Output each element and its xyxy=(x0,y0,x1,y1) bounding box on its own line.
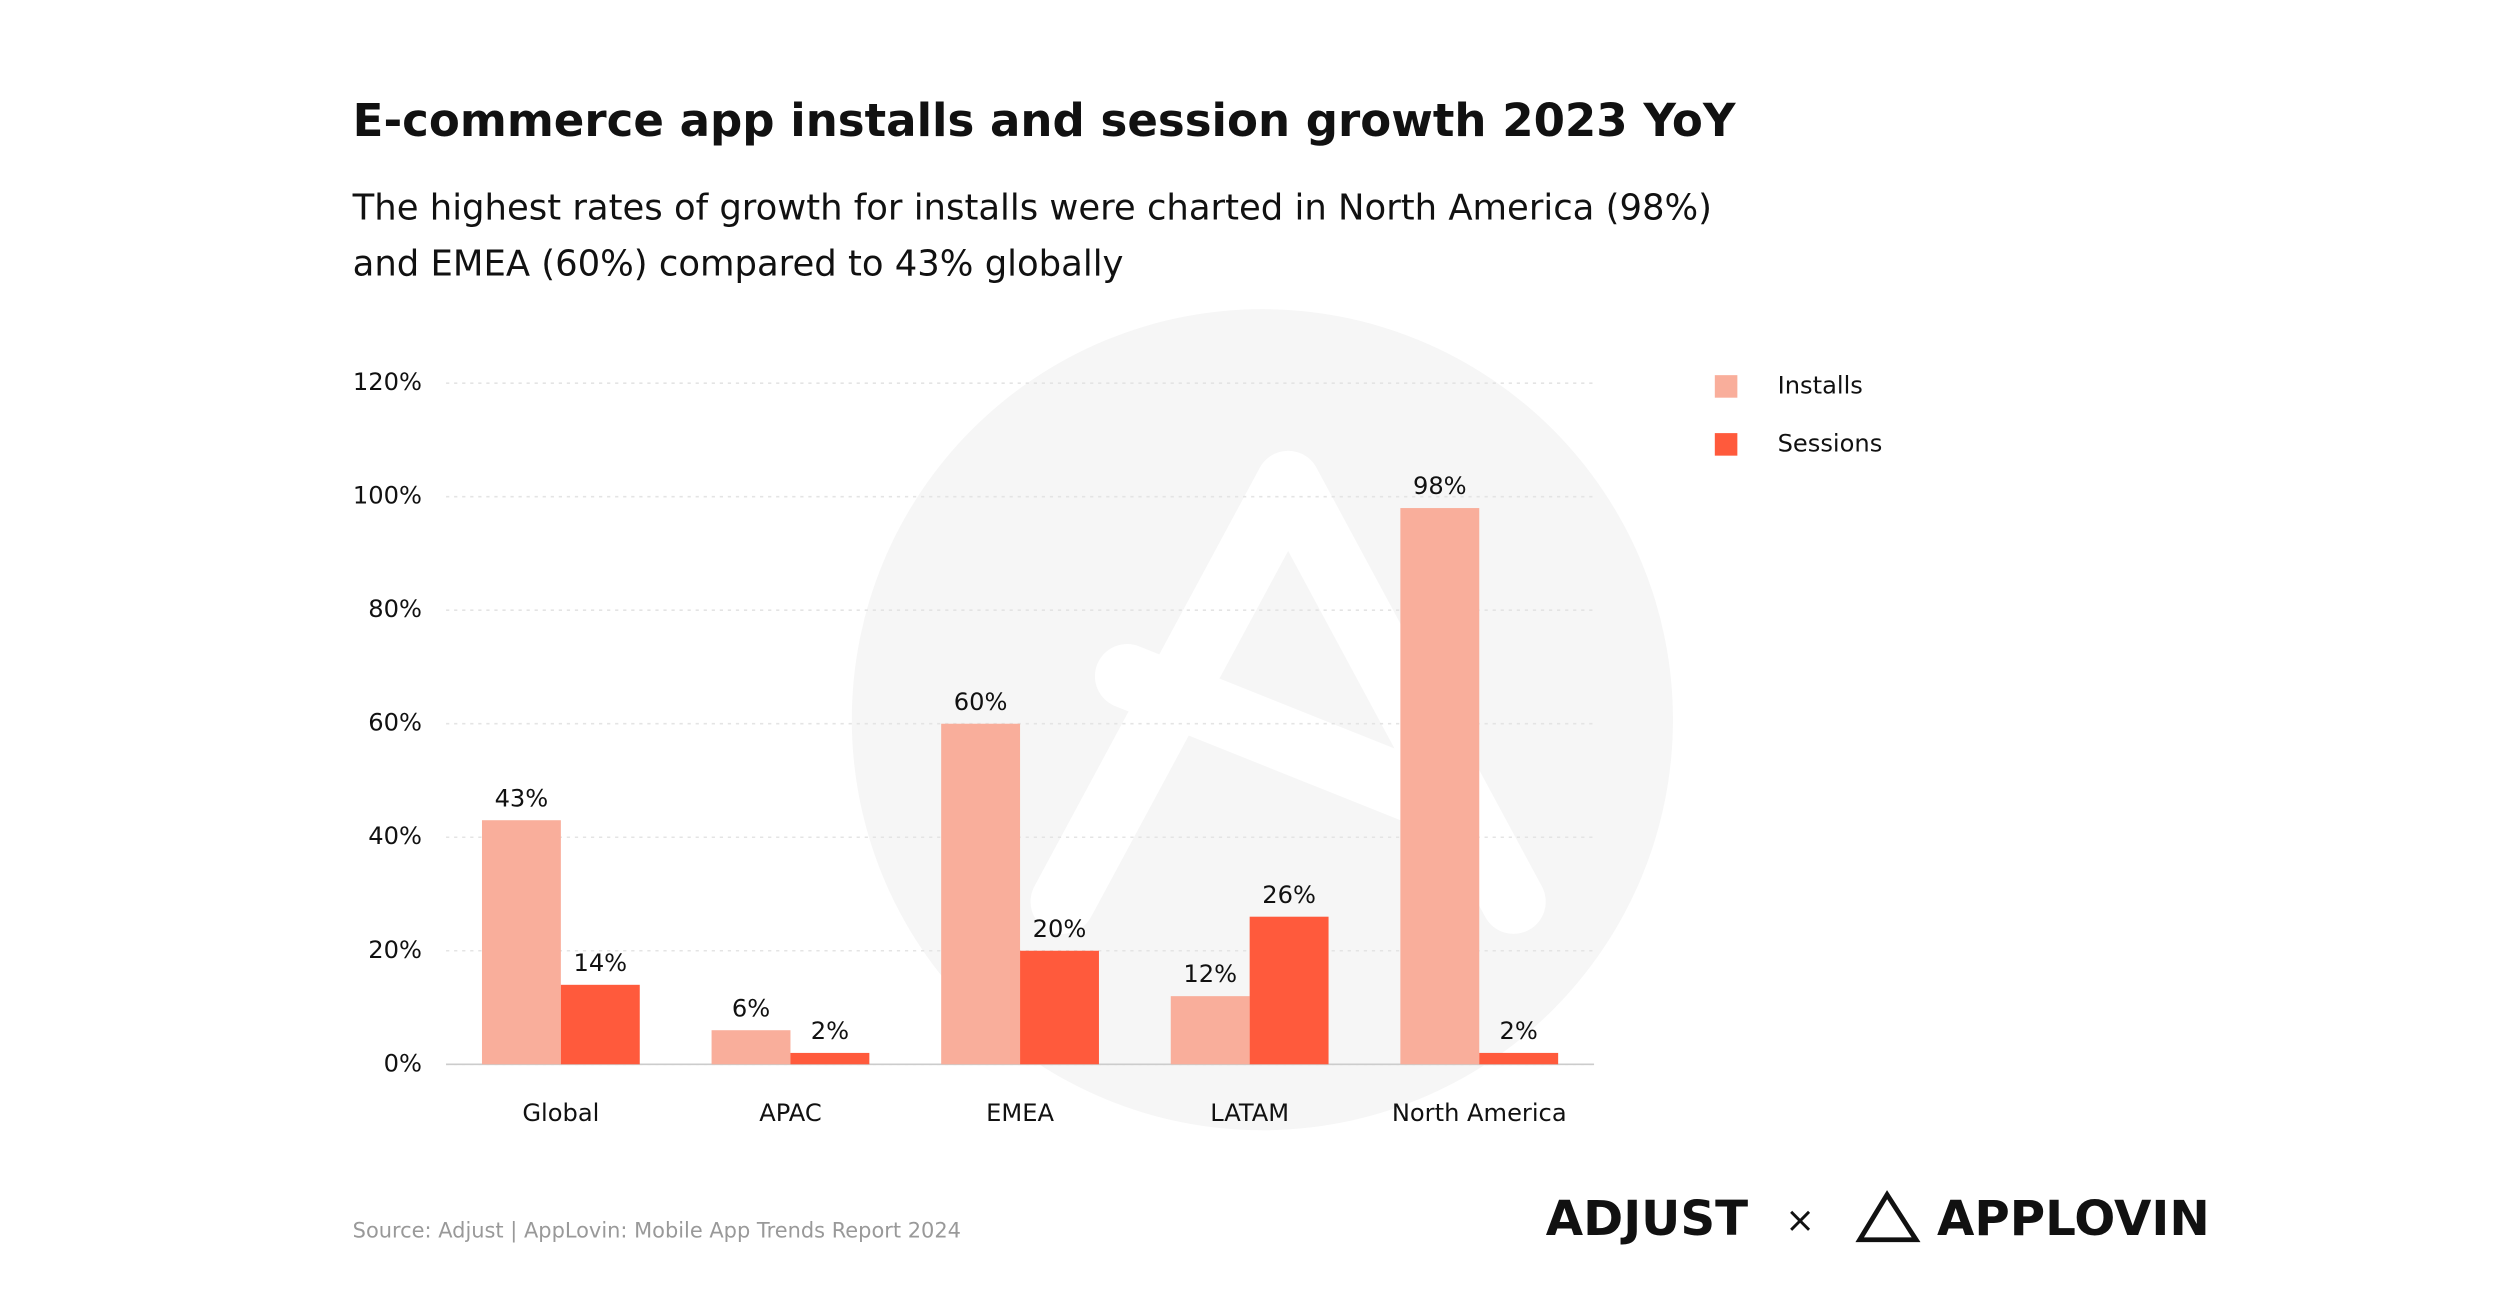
value-label: 14% xyxy=(573,949,627,977)
y-tick-label: 20% xyxy=(368,936,422,964)
y-tick-label: 0% xyxy=(384,1049,422,1077)
y-tick-label: 100% xyxy=(353,482,422,510)
value-label: 43% xyxy=(495,784,549,812)
bar xyxy=(1400,508,1480,1065)
bar xyxy=(560,984,640,1065)
value-label: 6% xyxy=(732,994,770,1022)
bar xyxy=(790,1052,870,1065)
bar xyxy=(481,820,561,1065)
value-label: 2% xyxy=(811,1017,849,1045)
x-tick-label: LATAM xyxy=(1210,1099,1289,1127)
brand-logo: APPLOVIN xyxy=(1937,1191,2210,1247)
value-label: 20% xyxy=(1033,915,1087,943)
value-label: 12% xyxy=(1183,960,1237,988)
bar xyxy=(941,723,1021,1065)
chart-subtitle: and EMEA (60%) compared to 43% globally xyxy=(353,244,1124,285)
bar xyxy=(711,1030,791,1065)
x-tick-label: Global xyxy=(522,1099,599,1127)
x-tick-label: APAC xyxy=(759,1099,821,1127)
chart-subtitle: The highest rates of growth for installs… xyxy=(352,187,1712,228)
brand-icon xyxy=(1855,1190,1921,1243)
brand-logo: ADJUST xyxy=(1546,1191,1748,1247)
value-label: 60% xyxy=(954,688,1008,716)
legend-label: Installs xyxy=(1778,371,1863,399)
value-label: 2% xyxy=(1500,1017,1538,1045)
chart-title: E-commerce app installs and session grow… xyxy=(353,94,1737,147)
legend-swatch xyxy=(1714,433,1738,456)
brand-separator: × xyxy=(1785,1200,1815,1241)
bar xyxy=(1249,916,1329,1065)
x-tick-label: North America xyxy=(1392,1099,1567,1127)
source: Source: Adjust | AppLovin: Mobile App Tr… xyxy=(353,1219,961,1244)
value-label: 98% xyxy=(1413,472,1467,500)
legend-swatch xyxy=(1714,375,1738,398)
bar xyxy=(1170,996,1250,1065)
legend-label: Sessions xyxy=(1778,429,1883,457)
y-tick-label: 80% xyxy=(368,595,422,623)
y-tick-label: 120% xyxy=(353,368,422,396)
bar xyxy=(1479,1052,1559,1065)
value-label: 26% xyxy=(1262,881,1316,909)
y-tick-label: 60% xyxy=(368,709,422,737)
bar xyxy=(1020,950,1099,1065)
y-tick-label: 40% xyxy=(368,822,422,850)
x-tick-label: EMEA xyxy=(986,1099,1054,1127)
